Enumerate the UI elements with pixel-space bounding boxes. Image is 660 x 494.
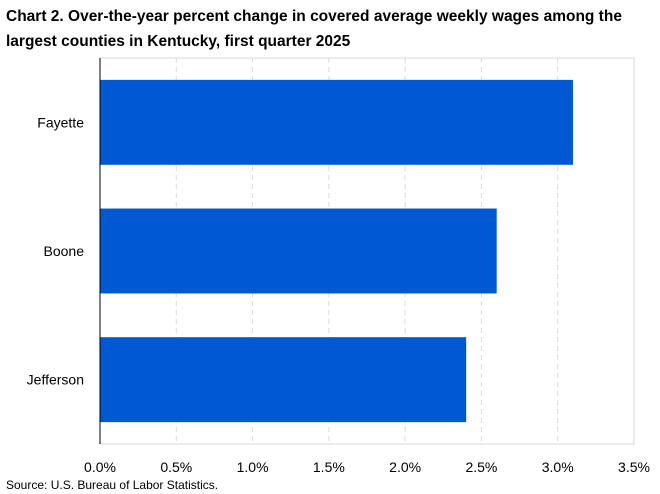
x-tick-labels: 0.0% 0.5% 1.0% 1.5% 2.0% 2.5% 3.0% 3.5%: [84, 459, 650, 475]
chart-title: Chart 2. Over-the-year percent change in…: [6, 8, 622, 50]
bar-fayette: [100, 79, 573, 165]
x-tick-label: 1.0%: [237, 459, 269, 475]
category-labels: Fayette Boone Jefferson: [27, 114, 85, 387]
source-note: Source: U.S. Bureau of Labor Statistics.: [6, 478, 219, 492]
x-tick-label: 0.0%: [84, 459, 116, 475]
x-tick-label: 2.0%: [389, 459, 421, 475]
bar-jefferson: [100, 337, 467, 423]
category-label-jefferson: Jefferson: [27, 372, 84, 388]
category-label-boone: Boone: [44, 243, 85, 259]
x-tick-label: 0.5%: [160, 459, 192, 475]
bar-boone: [100, 208, 497, 294]
x-tick-label: 3.0%: [542, 459, 574, 475]
x-tick-label: 3.5%: [618, 459, 650, 475]
x-tick-label: 2.5%: [465, 459, 497, 475]
bars: [100, 79, 573, 423]
category-label-fayette: Fayette: [37, 114, 84, 130]
x-tick-label: 1.5%: [313, 459, 345, 475]
